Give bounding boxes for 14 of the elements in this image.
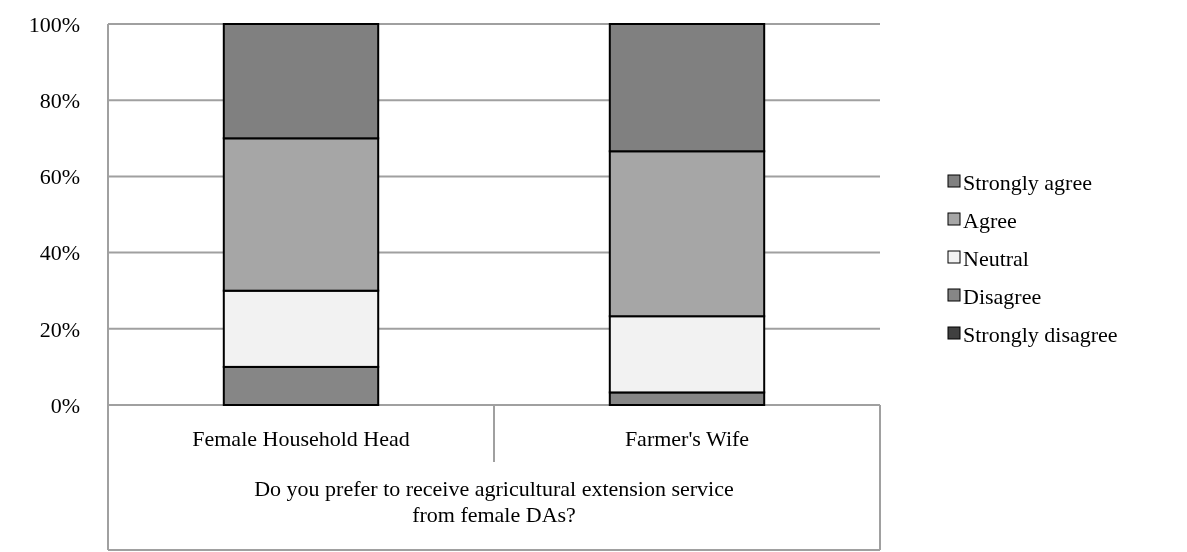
legend-label: Strongly disagree (963, 321, 1118, 347)
y-tick-label: 80% (39, 87, 80, 113)
legend-label: Agree (963, 207, 1017, 233)
legend-label: Neutral (963, 245, 1029, 271)
x-tick-label: Farmer's Wife (624, 426, 750, 451)
x-tick-label: Female Household Head (192, 426, 410, 451)
y-tick-label: 100% (28, 11, 80, 37)
y-tick-label: 20% (39, 316, 80, 342)
legend-label: Strongly agree (963, 169, 1092, 195)
x-axis-title: Do you prefer to receive agricultural extension service from female DAs? (254, 476, 734, 527)
legend-label: Disagree (963, 283, 1042, 309)
y-tick-label: 40% (39, 240, 80, 266)
y-tick-label: 0% (50, 392, 80, 418)
y-tick-label: 60% (39, 164, 80, 190)
